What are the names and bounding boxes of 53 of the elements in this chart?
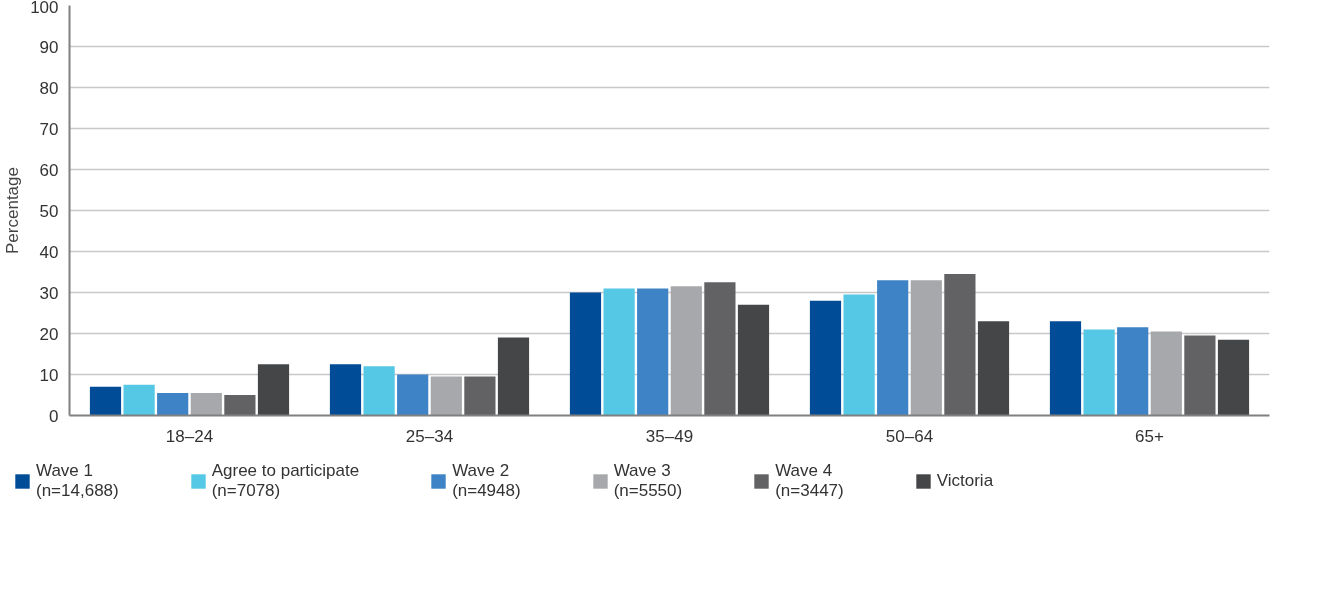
bar	[603, 288, 635, 416]
bar	[1117, 327, 1149, 416]
bar	[363, 366, 395, 416]
bar	[157, 392, 189, 416]
x-tick-label: 50–64	[885, 426, 934, 446]
y-tick-label: 10	[39, 365, 59, 385]
y-tick-label: 80	[39, 78, 59, 98]
bar	[843, 294, 875, 416]
bar	[464, 376, 496, 416]
bar	[497, 337, 530, 416]
y-tick-label: 90	[39, 37, 59, 57]
bar	[637, 288, 669, 416]
y-tick-label: 60	[39, 160, 59, 180]
bar	[809, 300, 842, 416]
legend-label: Wave 4 (n=3447)	[775, 461, 844, 501]
y-axis-title: Percentage	[3, 167, 23, 254]
y-tick-label: 30	[39, 283, 59, 303]
y-tick-label: 20	[39, 324, 59, 344]
bar	[89, 386, 122, 416]
bar	[1083, 329, 1115, 416]
bar	[704, 282, 736, 416]
legend-label: Wave 1 (n=14,688)	[36, 461, 119, 501]
bar	[123, 384, 155, 416]
legend-label: Wave 3 (n=5550)	[613, 461, 683, 501]
y-tick-label: 40	[39, 242, 59, 262]
bar	[569, 292, 602, 416]
bar	[737, 304, 770, 416]
bar	[1184, 335, 1216, 416]
bar	[190, 392, 222, 416]
legend-label: Victoria	[936, 471, 994, 491]
bar	[910, 280, 942, 416]
y-tick-label: 0	[49, 406, 59, 426]
x-tick-label: 18–24	[165, 426, 214, 446]
bar	[944, 274, 976, 416]
y-tick-label: 50	[39, 201, 59, 221]
bar	[670, 286, 702, 416]
x-tick-label: 35–49	[645, 426, 694, 446]
legend-label: Wave 2 (n=4948)	[452, 461, 521, 501]
bar	[1217, 339, 1250, 416]
legend-label: Agree to participate (n=7078)	[211, 461, 360, 501]
x-tick-label: 25–34	[405, 426, 454, 446]
bar	[1049, 321, 1082, 416]
bar	[977, 321, 1010, 416]
bar	[877, 280, 909, 416]
bar	[430, 376, 462, 416]
y-tick-label: 100	[30, 0, 59, 17]
bar	[397, 374, 429, 416]
bar	[329, 364, 362, 416]
y-tick-label: 70	[39, 119, 59, 139]
x-tick-label: 65+	[1135, 426, 1164, 446]
bar	[257, 364, 290, 416]
bar	[1150, 331, 1182, 416]
bar	[224, 395, 256, 416]
